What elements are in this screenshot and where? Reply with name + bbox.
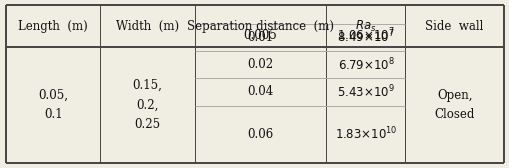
Text: $\mathit{Ra}_s$: $\mathit{Ra}_s$ <box>354 18 376 34</box>
Text: 0.06: 0.06 <box>247 128 273 141</box>
Text: $1.83{\times}10^{10}$: $1.83{\times}10^{10}$ <box>334 126 397 142</box>
Text: $6.79{\times}10^{8}$: $6.79{\times}10^{8}$ <box>337 56 393 73</box>
Text: 0.01: 0.01 <box>247 31 273 44</box>
Text: Side  wall: Side wall <box>425 19 483 33</box>
Text: 0.005: 0.005 <box>243 29 277 42</box>
Text: 0.04: 0.04 <box>247 85 273 98</box>
Text: $8.49{\times}10^{7}$: $8.49{\times}10^{7}$ <box>336 29 394 46</box>
Text: 0.02: 0.02 <box>247 58 273 71</box>
Text: Open,
Closed: Open, Closed <box>434 89 474 121</box>
Text: Separation distance  (m): Separation distance (m) <box>187 19 333 33</box>
Text: Length  (m): Length (m) <box>18 19 88 33</box>
Text: 0.05,
0.1: 0.05, 0.1 <box>38 89 68 121</box>
Text: $5.43{\times}10^{9}$: $5.43{\times}10^{9}$ <box>336 84 394 100</box>
Text: 0.15,
0.2,
0.25: 0.15, 0.2, 0.25 <box>132 78 162 132</box>
Text: Width  (m): Width (m) <box>116 19 179 33</box>
Text: $1.06{\times}10^{7}$: $1.06{\times}10^{7}$ <box>336 27 394 44</box>
